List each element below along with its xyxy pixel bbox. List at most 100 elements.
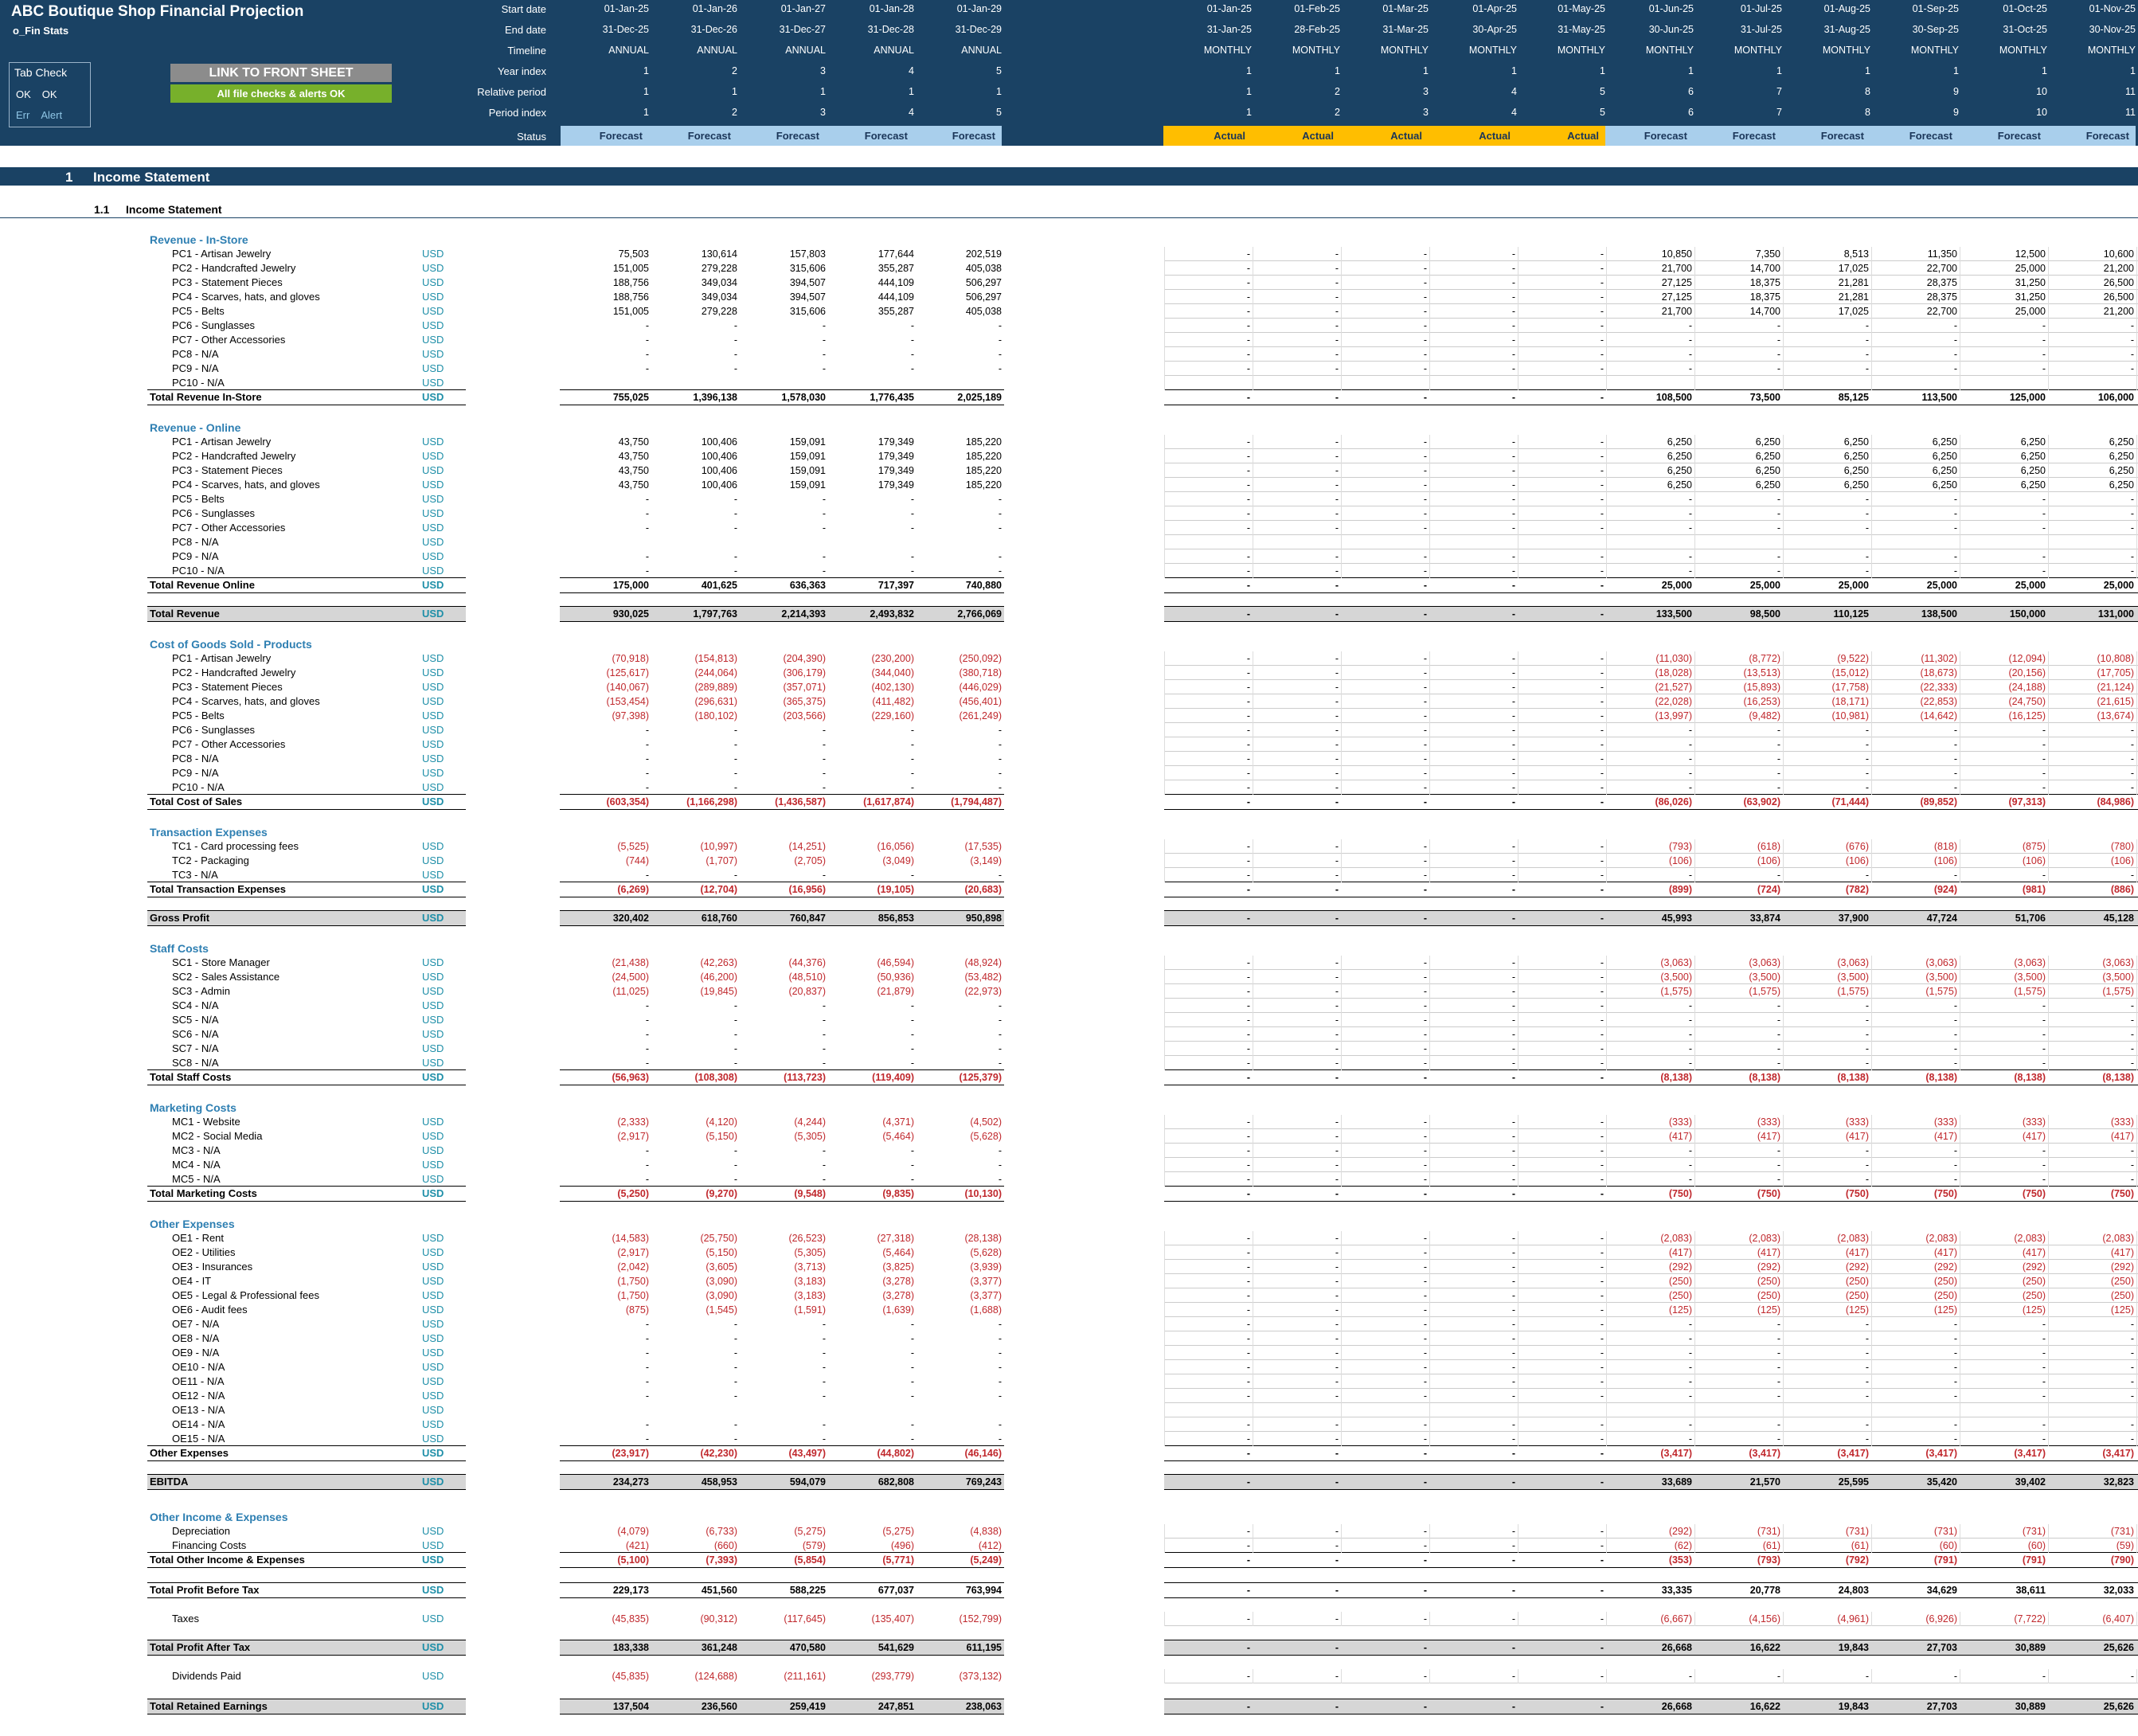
annual-end-2: 31-Dec-27	[779, 24, 826, 35]
table-row: PC4 - Scarves, hats, and gloves USD (153,4…	[0, 694, 2138, 709]
monthly-cell: -	[1511, 1304, 1515, 1316]
monthly-cell: -	[1335, 782, 1339, 793]
annual-cell: (124,688)	[694, 1671, 737, 1682]
monthly-cell: 30,889	[2015, 1642, 2046, 1653]
column-gridline	[1429, 1669, 1430, 1683]
annual-cell: -	[822, 1390, 826, 1402]
annual-cell: -	[822, 753, 826, 764]
column-gridline	[1164, 839, 1165, 882]
monthly-cell: (3,500)	[2102, 972, 2134, 983]
row-label: Financing Costs	[172, 1539, 247, 1551]
annual-cell: -	[998, 1390, 1002, 1402]
monthly-year_index-6: 1	[1776, 65, 1782, 76]
monthly-cell: -	[1511, 1233, 1515, 1244]
monthly-cell: (3,063)	[2014, 957, 2046, 968]
monthly-status-0: Actual	[1163, 126, 1252, 146]
row-label: Revenue - Online	[150, 421, 241, 434]
currency-label: USD	[422, 1476, 444, 1488]
monthly-cell: -	[1511, 1188, 1515, 1199]
currency-label: USD	[422, 1700, 444, 1712]
annual-year_index-2: 3	[820, 65, 826, 76]
monthly-cell: -	[2042, 349, 2046, 360]
monthly-cell: -	[1600, 436, 1604, 448]
monthly-cell: -	[1953, 494, 1957, 505]
total-line	[147, 1445, 466, 1446]
currency-label: USD	[422, 362, 444, 374]
table-row: PC2 - Handcrafted Jewelry USD (125,617) (24…	[0, 666, 2138, 680]
annual-cell: 930,025	[612, 608, 649, 620]
monthly-cell: (59)	[2116, 1540, 2134, 1551]
annual-cell: -	[822, 768, 826, 779]
monthly-cell: (106)	[2110, 855, 2134, 866]
column-gridline	[1341, 1612, 1342, 1626]
annual-cell: (11,025)	[612, 986, 649, 997]
monthly-end-10: 30-Nov-25	[2089, 24, 2136, 35]
column-gridline	[1694, 435, 1695, 578]
monthly-cell: 28,375	[1926, 277, 1957, 288]
annual-cell: (135,407)	[871, 1613, 914, 1625]
monthly-cell: -	[1246, 263, 1250, 274]
row-shade-left	[147, 1475, 466, 1489]
monthly-cell: -	[1600, 870, 1604, 881]
row-gridline	[1164, 1538, 2138, 1539]
annual-cell: (3,049)	[882, 855, 914, 866]
monthly-cell: -	[1953, 1333, 1957, 1344]
row-gridline	[1164, 534, 2138, 535]
row-shade-monthly	[1164, 1475, 2138, 1489]
annual-cell: -	[733, 508, 737, 519]
annual-cell: -	[822, 363, 826, 374]
annual-cell: 349,034	[701, 277, 737, 288]
monthly-cell: -	[1335, 1642, 1339, 1653]
currency-label: USD	[422, 522, 444, 534]
monthly-cell: -	[1511, 508, 1515, 519]
link-to-front-sheet-button[interactable]: LINK TO FRONT SHEET	[170, 64, 392, 82]
monthly-cell: -	[1953, 1029, 1957, 1040]
monthly-cell: -	[1511, 768, 1515, 779]
monthly-cell: (875)	[2022, 841, 2046, 852]
row-label: Revenue - In-Store	[150, 233, 248, 246]
annual-cell: -	[733, 1362, 737, 1373]
monthly-end-1: 28-Feb-25	[1294, 24, 1340, 35]
monthly-cell: -	[2042, 1058, 2046, 1069]
annual-start-1: 01-Jan-26	[692, 3, 737, 14]
column-gridline	[1606, 435, 1607, 578]
annual-cell: -	[645, 508, 649, 519]
monthly-cell: -	[1335, 263, 1339, 274]
row-label: Other Income & Expenses	[150, 1511, 288, 1523]
annual-cell: -	[998, 363, 1002, 374]
table-row: OE14 - N/A USD - - - - - - - - - - - - - - - -	[0, 1417, 2138, 1432]
column-gridline	[2048, 651, 2049, 795]
currency-label: USD	[422, 377, 444, 389]
column-gridline	[1164, 1115, 1165, 1187]
monthly-cell: -	[1335, 1304, 1339, 1316]
annual-cell: 279,228	[701, 263, 737, 274]
monthly-cell: (791)	[2022, 1554, 2046, 1566]
monthly-cell: -	[2042, 1159, 2046, 1171]
column-gridline	[2136, 1115, 2137, 1187]
monthly-cell: -	[1246, 1540, 1250, 1551]
annual-timeline-3: ANNUAL	[874, 45, 914, 56]
monthly-year_index-8: 1	[1953, 65, 1959, 76]
annual-cell: 137,504	[612, 1701, 649, 1712]
annual-cell: -	[998, 1015, 1002, 1026]
annual-cell: -	[910, 1376, 914, 1387]
annual-cell: (26,523)	[788, 1233, 826, 1244]
annual-cell: (117,645)	[784, 1613, 826, 1625]
row-label: Staff Costs	[150, 942, 209, 955]
column-gridline	[2136, 651, 2137, 795]
monthly-cell: (18,171)	[1831, 696, 1869, 707]
table-row: PC10 - N/A USD	[0, 376, 2138, 390]
monthly-cell: 138,500	[1921, 608, 1957, 620]
currency-label: USD	[422, 1232, 444, 1244]
monthly-cell: (63,902)	[1743, 796, 1780, 807]
monthly-cell: -	[1246, 291, 1250, 303]
annual-cell: -	[910, 334, 914, 346]
monthly-cell: 32,033	[2103, 1585, 2134, 1596]
monthly-cell: -	[1600, 782, 1604, 793]
monthly-relative-5: 6	[1688, 86, 1694, 97]
row-gridline	[1164, 765, 2138, 766]
column-gridline	[1783, 1115, 1784, 1187]
column-gridline	[1694, 839, 1695, 882]
annual-cell: (5,305)	[794, 1131, 826, 1142]
annual-cell: -	[910, 551, 914, 562]
